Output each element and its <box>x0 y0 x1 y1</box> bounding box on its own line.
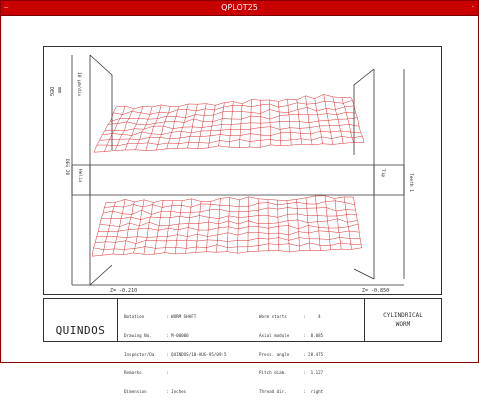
mesh-col-line <box>206 202 211 252</box>
type-line-1: CYLINDRICAL <box>365 311 441 320</box>
meta-row: Inspector/Da: QUINDOS/10-AUG-95/09:5 <box>124 352 227 358</box>
meta-key: Dimension <box>124 389 166 395</box>
mesh-col-line <box>134 200 145 253</box>
meta-row: Drawing No.: M-00000 <box>124 333 227 339</box>
mesh-col-line <box>268 200 269 251</box>
mesh-col-line <box>279 101 281 145</box>
mesh-col-line <box>177 104 188 149</box>
right-side-label: Teeth 1 <box>408 173 414 192</box>
mesh-col-line <box>154 200 163 254</box>
mesh-col-line <box>102 202 115 255</box>
meta-key: Worm starts <box>259 314 303 320</box>
meta-row: Remarks: <box>124 370 227 376</box>
mesh-col-line <box>342 98 354 143</box>
upper-flank-mesh <box>94 94 364 152</box>
meta-key: Notation <box>124 314 166 320</box>
center-left-label: Helix <box>77 169 83 183</box>
worm-surface-plot: DEG mm 10 µm/div DEG 20 Helix Tip Teeth … <box>44 47 441 294</box>
mesh-col-line <box>123 202 134 255</box>
meta-value: : Inches <box>166 389 186 395</box>
bottom-right-label: Z= -0.850 <box>362 288 389 294</box>
meta-value: : QUINDOS/10-AUG-95/09:5 <box>166 352 227 358</box>
scale-label: 10 µm/div <box>76 72 82 97</box>
mesh-col-line <box>175 201 182 254</box>
mesh-col-line <box>248 197 249 252</box>
meta-right: Worm starts: 4 Axial module: 0.085 Press… <box>259 302 323 407</box>
meta-row: Dimension: Inches <box>124 389 227 395</box>
plot-frame: DEG mm 10 µm/div DEG 20 Helix Tip Teeth … <box>43 46 442 295</box>
mesh-col-line <box>297 100 302 144</box>
center-right-label: Tip <box>380 169 386 177</box>
title-bar[interactable]: – QPLOT25 · <box>1 1 478 16</box>
app-window: – QPLOT25 · <box>0 0 479 363</box>
top-left-label-1: DEG <box>48 87 54 96</box>
mesh-col-line <box>316 196 321 251</box>
meta-left: Notation: WORM SHAFT Drawing No.: M-0000… <box>124 302 227 407</box>
mesh-col-line <box>315 99 323 144</box>
type-line-2: WORM <box>365 320 441 329</box>
meta-key: Axial module <box>259 333 303 339</box>
meta-row: Worm starts: 4 <box>259 314 323 320</box>
meta-key: Remarks <box>124 370 166 376</box>
meta-key: Press. angle <box>259 352 303 358</box>
mesh-col-line <box>335 199 342 250</box>
mesh-col-line <box>297 199 300 250</box>
meta-value: : M-00000 <box>166 333 189 339</box>
meta-key: Drawing No. <box>124 333 166 339</box>
type-box: CYLINDRICAL WORM <box>364 299 441 341</box>
meta-value: : <box>166 370 169 376</box>
mesh-row-line <box>116 94 351 108</box>
mesh-col-line <box>239 104 242 148</box>
mesh-col-line <box>354 197 362 248</box>
window-title: QPLOT25 <box>1 2 478 14</box>
mesh-col-line <box>344 197 352 250</box>
mesh-col-line <box>217 198 221 252</box>
mesh-col-line <box>237 200 239 253</box>
meta-value: : 20.475 <box>303 352 323 358</box>
mesh-col-line <box>288 99 292 145</box>
mesh-col-line <box>196 202 201 253</box>
meta-value: : WORM SHAFT <box>166 314 196 320</box>
mesh-col-line <box>165 201 173 253</box>
meta-value: : 4 <box>303 314 321 320</box>
left-side-label: DEG 20 <box>64 159 70 176</box>
meta-value: : 0.085 <box>303 333 323 339</box>
mesh-col-line <box>306 96 313 145</box>
mesh-col-line <box>277 200 279 251</box>
meta-key: Inspector/Da <box>124 352 166 358</box>
meta-row: Notation: WORM SHAFT <box>124 314 227 320</box>
mesh-col-line <box>306 198 310 251</box>
mesh-col-line <box>287 201 289 252</box>
meta-key: Thread dir. <box>259 389 303 395</box>
meta-value: : 1.127 <box>303 370 323 376</box>
meta-key: Pitch diam. <box>259 370 303 376</box>
close-icon[interactable]: · <box>467 4 475 11</box>
meta-row: Axial module: 0.085 <box>259 333 323 339</box>
meta-row: Pitch diam.: 1.127 <box>259 370 323 376</box>
quindos-logo: QUINDOS <box>44 299 118 341</box>
meta-row: Press. angle: 20.475 <box>259 352 323 358</box>
lower-flank-mesh <box>92 196 362 256</box>
meta-value: : right <box>303 389 323 395</box>
info-box: QUINDOS Notation: WORM SHAFT Drawing No.… <box>43 298 442 342</box>
mesh-col-line <box>325 196 331 250</box>
top-left-label-2: mm <box>56 87 62 93</box>
meta-row: Thread dir.: right <box>259 389 323 395</box>
bottom-left-label: Z= -0.210 <box>110 288 137 294</box>
